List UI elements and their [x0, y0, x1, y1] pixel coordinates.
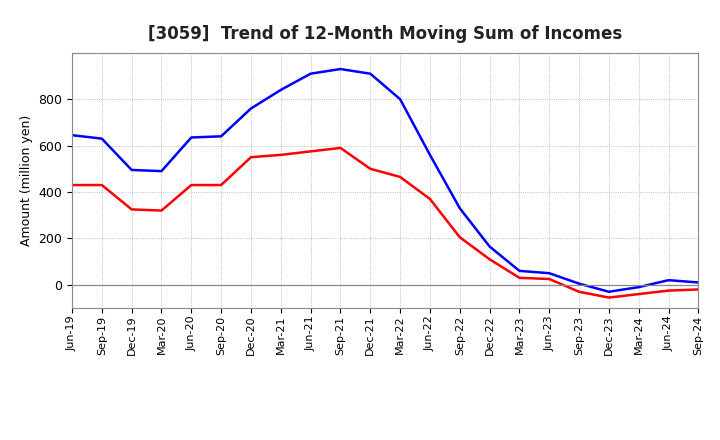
Net Income	[634, 291, 643, 297]
Net Income	[426, 196, 434, 202]
Net Income	[68, 183, 76, 188]
Ordinary Income	[247, 106, 256, 111]
Ordinary Income	[366, 71, 374, 76]
Ordinary Income	[545, 271, 554, 276]
Ordinary Income	[694, 280, 703, 285]
Net Income	[515, 275, 523, 280]
Net Income	[306, 149, 315, 154]
Line: Net Income: Net Income	[72, 148, 698, 297]
Net Income	[127, 207, 136, 212]
Net Income	[485, 257, 494, 262]
Ordinary Income	[426, 152, 434, 158]
Ordinary Income	[575, 281, 583, 286]
Ordinary Income	[485, 244, 494, 249]
Ordinary Income	[68, 132, 76, 138]
Ordinary Income	[665, 278, 673, 283]
Net Income	[545, 276, 554, 282]
Ordinary Income	[396, 96, 405, 102]
Ordinary Income	[456, 205, 464, 211]
Net Income	[247, 154, 256, 160]
Y-axis label: Amount (million yen): Amount (million yen)	[19, 115, 32, 246]
Net Income	[605, 295, 613, 300]
Net Income	[665, 288, 673, 293]
Ordinary Income	[306, 71, 315, 76]
Ordinary Income	[336, 66, 345, 72]
Ordinary Income	[605, 289, 613, 294]
Net Income	[97, 183, 106, 188]
Net Income	[217, 183, 225, 188]
Ordinary Income	[634, 285, 643, 290]
Ordinary Income	[217, 134, 225, 139]
Net Income	[276, 152, 285, 158]
Net Income	[157, 208, 166, 213]
Ordinary Income	[157, 169, 166, 174]
Net Income	[366, 166, 374, 172]
Net Income	[336, 145, 345, 150]
Ordinary Income	[187, 135, 196, 140]
Net Income	[456, 235, 464, 240]
Ordinary Income	[515, 268, 523, 274]
Ordinary Income	[97, 136, 106, 141]
Net Income	[187, 183, 196, 188]
Ordinary Income	[276, 87, 285, 92]
Title: [3059]  Trend of 12-Month Moving Sum of Incomes: [3059] Trend of 12-Month Moving Sum of I…	[148, 25, 622, 43]
Ordinary Income	[127, 167, 136, 172]
Line: Ordinary Income: Ordinary Income	[72, 69, 698, 292]
Net Income	[575, 289, 583, 294]
Net Income	[694, 287, 703, 292]
Net Income	[396, 174, 405, 180]
